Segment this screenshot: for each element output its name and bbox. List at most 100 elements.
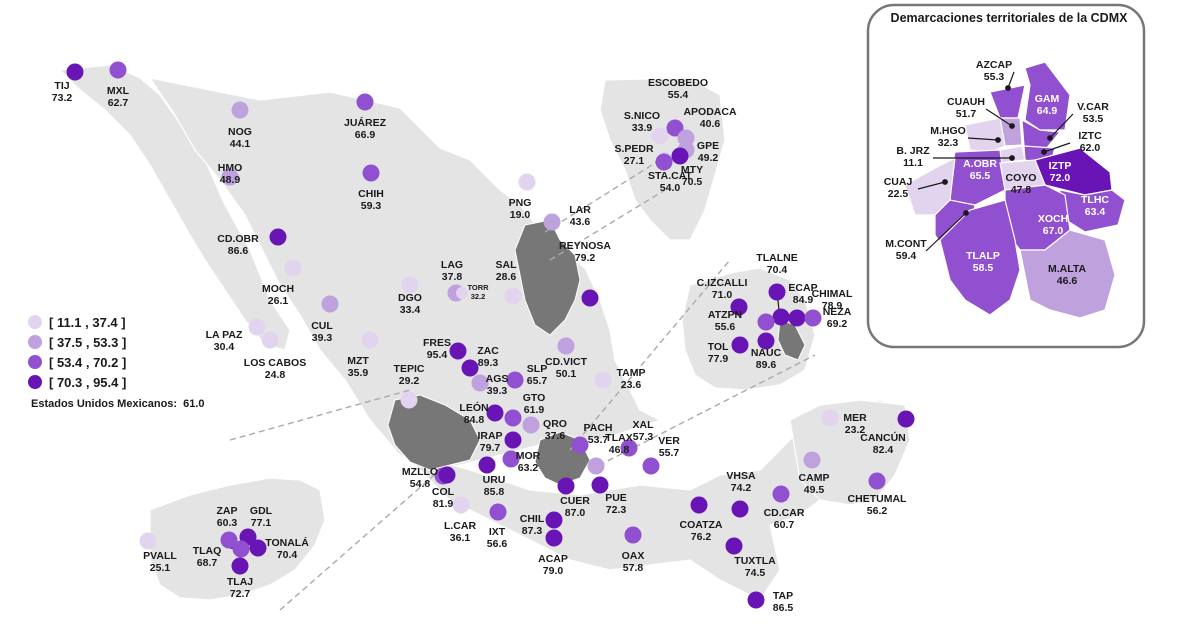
legend-item: [ 11.1 , 37.4 ] (28, 312, 126, 332)
city-code: TORR (467, 283, 489, 292)
city-code: APODACA (683, 106, 737, 118)
city-label-nog: NOG 44.1 (228, 126, 252, 150)
city-code: MXL (106, 85, 130, 97)
city-value: 32.2 (470, 292, 486, 301)
cdmx-label-m-hgo: M.HGO 32.3 (930, 125, 966, 149)
cdmx-label-gam: GAM 64.9 (1035, 93, 1060, 117)
marker-atzpn (757, 313, 775, 331)
city-value: 78.9 (821, 300, 843, 312)
city-code: VHSA (726, 470, 756, 482)
cdmx-pointer-azcap (1005, 85, 1011, 91)
district-value: 51.7 (955, 108, 977, 120)
city-value: 57.3 (632, 431, 654, 443)
district-code: M.CONT (885, 238, 927, 250)
city-code: TLAJ (226, 576, 254, 588)
city-value: 55.6 (714, 321, 736, 333)
city-markers (66, 61, 915, 609)
marker-hmo (221, 168, 239, 186)
city-code: TONALÁ (265, 537, 309, 549)
district-code: COYO (1005, 172, 1037, 184)
city-code: SLP (526, 363, 548, 375)
city-value: 33.4 (399, 304, 421, 316)
city-value: 89.6 (755, 359, 777, 371)
cdmx-malta-region (1019, 229, 1116, 319)
city-label-acap: ACAP 79.0 (538, 553, 568, 577)
city-value: 35.9 (347, 367, 369, 379)
city-value: 77.1 (250, 517, 272, 529)
national-average: Estados Unidos Mexicanos: 61.0 (31, 398, 205, 410)
marker-tlaq (232, 540, 250, 558)
city-code: CANCÚN (860, 432, 906, 444)
city-label-chetumal: CHETUMAL 56.2 (848, 493, 907, 517)
cdmx-label-iztc: IZTC 62.0 (1078, 130, 1101, 154)
city-value: 24.8 (264, 369, 286, 381)
city-code: HMO (217, 162, 243, 174)
city-value: 49.5 (803, 484, 825, 496)
marker-dgo (401, 276, 419, 294)
city-value: 48.9 (219, 174, 241, 186)
city-code: COL (431, 486, 455, 498)
city-value: 69.2 (826, 318, 848, 330)
district-code: V.CAR (1077, 101, 1109, 113)
city-value: 85.8 (483, 486, 505, 498)
city-value: 59.3 (360, 200, 382, 212)
city-code: LEÓN (459, 402, 489, 414)
marker-s-nico (651, 127, 669, 145)
city-value: 60.3 (216, 517, 238, 529)
city-label-zac: ZAC 89.3 (477, 345, 499, 369)
city-label-ecap: ECAP 84.9 (788, 282, 817, 306)
city-code: LAG (440, 259, 464, 271)
marker-col (438, 466, 456, 484)
marker-irap (504, 431, 522, 449)
city-value: 33.9 (631, 122, 653, 134)
marker-tlax (587, 457, 605, 475)
legend-label: [ 11.1 , 37.4 ] (49, 314, 126, 330)
city-label-chil: CHIL 87.3 (520, 513, 545, 537)
city-label-tlax: TLAX 46.8 (605, 432, 632, 456)
city-code: MZLLO (401, 466, 439, 478)
city-value: 23.2 (844, 424, 866, 436)
city-code: TAP (772, 590, 794, 602)
city-code: PACH (583, 422, 613, 434)
city-label-hmo: HMO 48.9 (218, 162, 243, 186)
district-code: CUAJ (883, 176, 913, 188)
city-label-chih: CHIH 59.3 (358, 188, 384, 212)
city-value: 68.7 (196, 557, 218, 569)
city-code: ZAC (477, 345, 499, 357)
city-code: MZT (347, 355, 369, 367)
city-code: CHIMAL (811, 288, 853, 300)
cdmx-pointer-m-hgo (995, 137, 1001, 143)
marker-pvall (139, 532, 157, 550)
city-label-pach: PACH 53.7 (584, 422, 613, 446)
legend-item: [ 37.5 , 53.3 ] (28, 332, 126, 352)
city-label-los-cabos: LOS CABOS 24.8 (244, 357, 306, 381)
marker-la-paz (248, 318, 266, 336)
city-code: IXT (488, 526, 506, 538)
city-code: TAMP (616, 367, 646, 379)
marker-coatza (690, 496, 708, 514)
city-label-tlaq: TLAQ 68.7 (193, 545, 222, 569)
district-value: 72.0 (1049, 172, 1071, 184)
city-label-dgo: DGO 33.4 (398, 292, 422, 316)
city-label-zap: ZAP 60.3 (217, 505, 238, 529)
city-code: XAL (632, 419, 654, 431)
city-label-moch: MOCH 26.1 (262, 283, 294, 307)
cdmx-gam-region (1024, 61, 1071, 131)
city-code: LAR (569, 204, 591, 216)
city-code: LOS CABOS (243, 357, 307, 369)
marker-mxl (109, 61, 127, 79)
city-code: CAMP (798, 472, 830, 484)
city-value: 19.0 (509, 209, 531, 221)
city-code: ECAP (788, 282, 818, 294)
city-value: 70.4 (766, 264, 788, 276)
city-code: CUER (560, 495, 590, 507)
city-code: CUL (311, 320, 333, 332)
city-value: 87.0 (564, 507, 586, 519)
cdmx-label-coyo: COYO 47.8 (1006, 172, 1037, 196)
city-value: 79.0 (542, 565, 564, 577)
city-label-escobedo: ESCOBEDO 55.4 (648, 77, 708, 101)
city-label-leon: LEÓN 84.8 (459, 402, 488, 426)
city-code: CHIL (519, 513, 545, 525)
district-code: A.OBR (963, 158, 997, 170)
